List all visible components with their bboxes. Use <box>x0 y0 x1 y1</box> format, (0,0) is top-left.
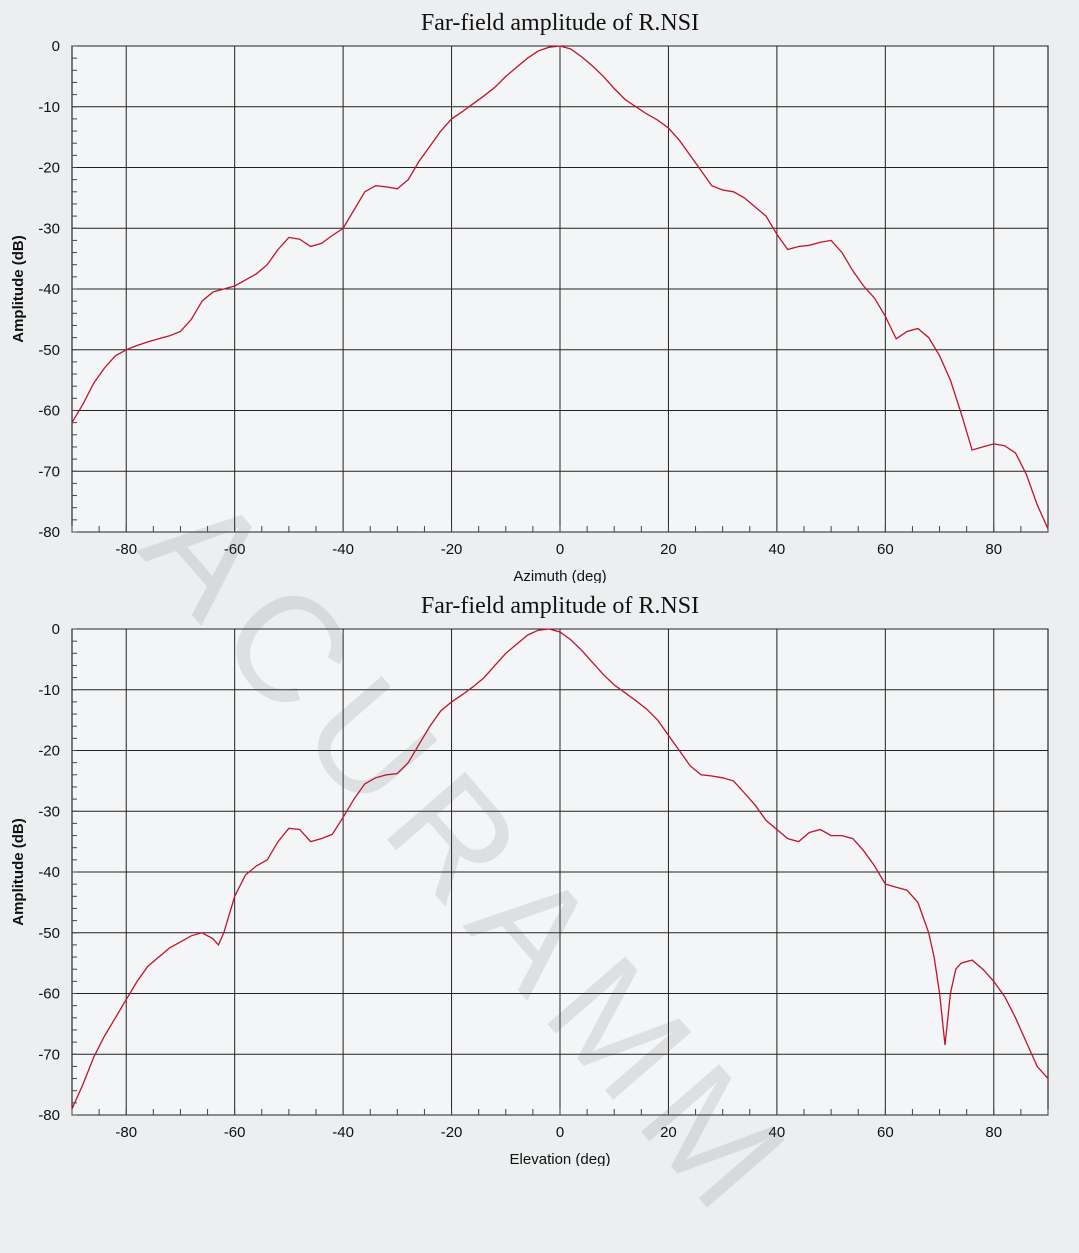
y-tick-label: 0 <box>52 621 60 638</box>
top-chart-panel: 0 -10 -20 -30 -40 -50 -60 -70 -80 -80 -60 -40 -20 0 20… <box>0 0 1079 583</box>
x-tick-label: 80 <box>985 1124 1002 1141</box>
x-tick-label: -40 <box>332 1124 354 1141</box>
chart-title: Far-field amplitude of R.NSI <box>421 593 699 619</box>
x-tick-label: -20 <box>441 1124 463 1141</box>
elevation-chart: 0 -10 -20 -30 -40 -50 -60 -70 -80 -80 -60 -40 -20 0 20… <box>0 583 1079 1166</box>
x-tick-label: 40 <box>769 1124 786 1141</box>
y-axis-label: Amplitude (dB) <box>10 818 27 925</box>
y-tick-label: -10 <box>38 682 60 699</box>
x-axis-label: Azimuth (deg) <box>513 568 606 583</box>
azimuth-chart: 0 -10 -20 -30 -40 -50 -60 -70 -80 -80 -60 -40 -20 0 20… <box>0 0 1079 583</box>
x-tick-label: 20 <box>660 541 677 558</box>
x-tick-label: -60 <box>224 541 246 558</box>
y-tick-label: -10 <box>38 99 60 116</box>
x-tick-label: -20 <box>441 541 463 558</box>
series-line <box>71 45 1049 530</box>
x-tick-label: -80 <box>115 541 137 558</box>
y-tick-label: -80 <box>38 524 60 541</box>
x-tick-label: 0 <box>556 1124 564 1141</box>
y-tick-label: -20 <box>38 160 60 177</box>
y-tick-label: -80 <box>38 1107 60 1124</box>
x-tick-label: 20 <box>660 1124 677 1141</box>
y-tick-label: -50 <box>38 925 60 942</box>
x-tick-label: 80 <box>985 541 1002 558</box>
x-tick-label: -60 <box>224 1124 246 1141</box>
y-tick-label: -20 <box>38 743 60 760</box>
y-tick-label: -60 <box>38 403 60 420</box>
x-tick-label: -80 <box>115 1124 137 1141</box>
x-tick-label: -40 <box>332 541 354 558</box>
y-tick-label: -40 <box>38 864 60 881</box>
y-tick-label: -30 <box>38 803 60 820</box>
y-tick-label: -40 <box>38 281 60 298</box>
y-tick-label: -30 <box>38 220 60 237</box>
x-tick-label: 0 <box>556 541 564 558</box>
y-tick-label: -60 <box>38 986 60 1003</box>
series-line <box>71 628 1049 1110</box>
x-axis-label: Elevation (deg) <box>510 1151 611 1166</box>
y-tick-label: 0 <box>52 38 60 55</box>
y-axis-label: Amplitude (dB) <box>10 235 27 342</box>
x-tick-label: 60 <box>877 541 894 558</box>
x-tick-label: 60 <box>877 1124 894 1141</box>
x-tick-label: 40 <box>769 541 786 558</box>
bottom-chart-panel: 0 -10 -20 -30 -40 -50 -60 -70 -80 -80 -60 -40 -20 0 20… <box>0 583 1079 1166</box>
y-tick-label: -70 <box>38 463 60 480</box>
y-tick-label: -50 <box>38 342 60 359</box>
y-tick-label: -70 <box>38 1046 60 1063</box>
chart-title: Far-field amplitude of R.NSI <box>421 10 699 36</box>
